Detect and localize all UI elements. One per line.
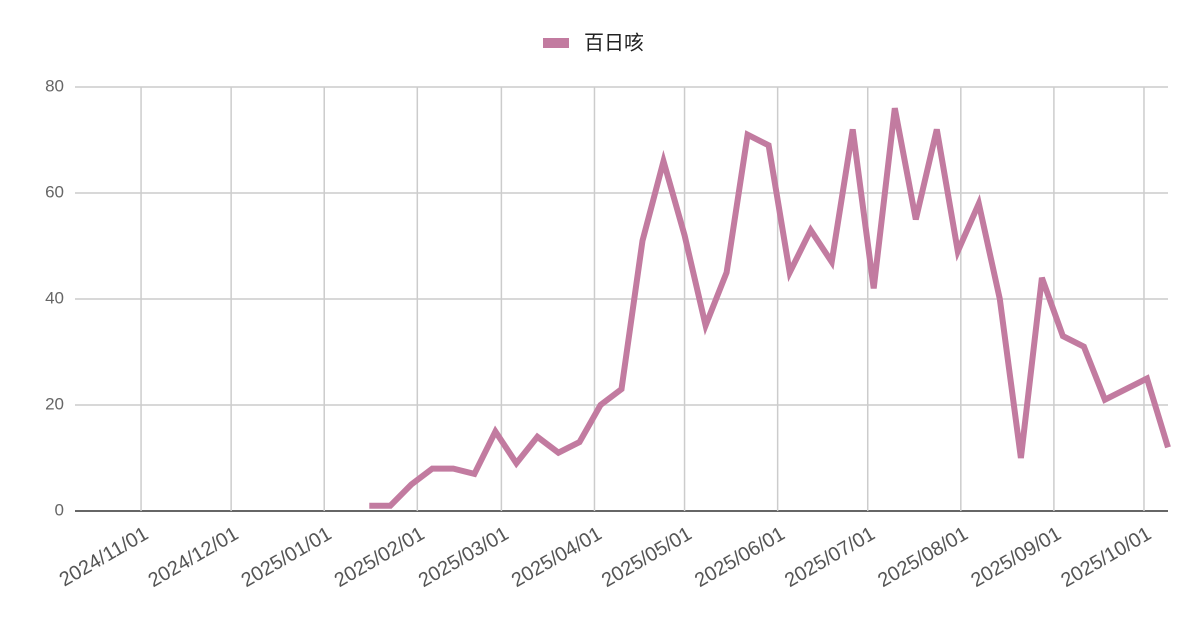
y-tick-label: 0 xyxy=(55,500,64,519)
x-tick-label: 2025/06/01 xyxy=(691,523,789,592)
x-tick-label: 2025/05/01 xyxy=(598,523,696,592)
x-tick-label: 2025/02/01 xyxy=(331,523,429,592)
x-tick-label: 2025/04/01 xyxy=(508,523,606,592)
x-tick-label: 2025/03/01 xyxy=(415,523,513,592)
legend-label: 百日咳 xyxy=(584,31,644,54)
x-tick-label: 2025/01/01 xyxy=(238,523,336,592)
y-tick-label: 60 xyxy=(45,182,64,201)
x-tick-label: 2025/09/01 xyxy=(967,523,1065,592)
data-line xyxy=(369,107,1171,509)
y-tick-label: 80 xyxy=(45,76,64,95)
y-tick-label: 40 xyxy=(45,288,64,307)
legend-swatch xyxy=(543,38,569,48)
x-tick-label: 2024/11/01 xyxy=(56,523,152,591)
x-tick-label: 2024/12/01 xyxy=(145,523,243,592)
y-tick-label: 20 xyxy=(45,394,64,413)
x-tick-label: 2025/08/01 xyxy=(874,523,972,592)
x-tick-label: 2025/10/01 xyxy=(1057,523,1155,592)
x-tick-label: 2025/07/01 xyxy=(781,523,879,592)
